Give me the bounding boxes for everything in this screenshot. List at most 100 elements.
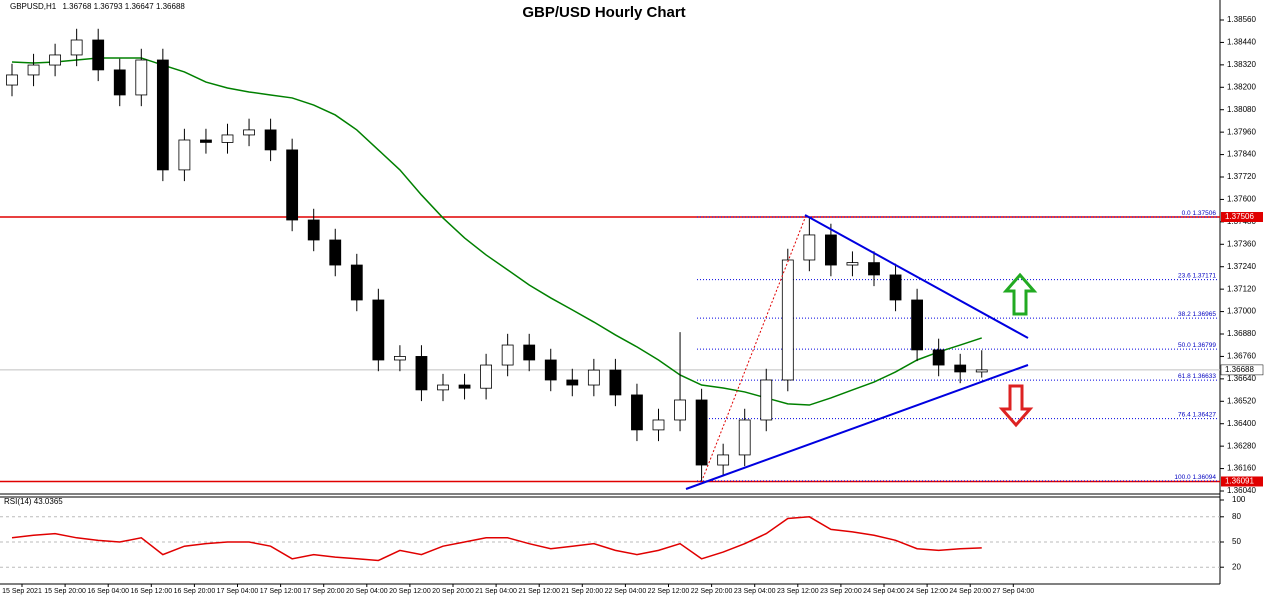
fib-price: 1.36094 <box>1193 474 1217 481</box>
rsi-label: RSI(14) 43.0365 <box>4 497 63 506</box>
candle-body <box>501 344 514 366</box>
chart-title: GBP/USD Hourly Chart <box>522 4 685 21</box>
x-tick-label: 16 Sep 20:00 <box>174 588 216 595</box>
rsi-tick-label: 50 <box>1232 537 1241 546</box>
y-tick-label: 1.37720 <box>1227 172 1256 181</box>
down-arrow <box>998 384 1034 428</box>
y-tick-label: 1.38320 <box>1227 60 1256 69</box>
candle-body <box>911 299 923 351</box>
rsi-tick-label: 80 <box>1232 512 1241 521</box>
candle-body <box>70 39 83 56</box>
fib-price: 1.36799 <box>1193 342 1217 349</box>
y-tick-label: 1.37120 <box>1227 284 1256 293</box>
ohlc: 1.36768 <box>62 2 91 11</box>
y-tick-label: 1.36400 <box>1227 419 1256 428</box>
y-tick-label: 1.36760 <box>1227 352 1256 361</box>
moving-average <box>11 57 982 406</box>
candle-body <box>372 299 385 361</box>
level-box <box>1221 476 1263 487</box>
fib-price: 1.36633 <box>1193 373 1217 380</box>
up-arrow <box>1002 272 1038 316</box>
candle-body <box>889 274 902 301</box>
y-tick-label: 1.36160 <box>1227 464 1256 473</box>
y-tick-label: 1.37000 <box>1227 307 1256 316</box>
x-tick-label: 27 Sep 04:00 <box>992 588 1034 595</box>
x-tick-label: 21 Sep 04:00 <box>475 588 517 595</box>
candle-body <box>480 364 493 389</box>
x-tick-label: 20 Sep 20:00 <box>432 588 474 595</box>
trendline <box>685 364 1029 490</box>
fib-price: 1.37171 <box>1193 272 1217 279</box>
candle-body <box>652 419 665 431</box>
x-tick-label: 24 Sep 20:00 <box>949 588 991 595</box>
candle-body <box>243 129 255 136</box>
level-label: 1.37506 <box>1225 212 1254 221</box>
candle-body <box>781 259 794 381</box>
fib-level-name: 23.6 <box>1178 272 1191 279</box>
candle-body <box>760 379 773 421</box>
fib-level-name: 0.0 <box>1182 210 1191 217</box>
x-tick-label: 24 Sep 04:00 <box>863 588 905 595</box>
fib-label: 23.6 1.37171 <box>1178 272 1216 279</box>
candle-body <box>846 262 859 266</box>
x-tick-label: 21 Sep 12:00 <box>518 588 560 595</box>
fib-line <box>702 217 806 479</box>
candle-body <box>566 379 579 386</box>
x-tick-label: 23 Sep 04:00 <box>734 588 776 595</box>
candle-body <box>350 264 363 301</box>
candle-body <box>868 262 880 276</box>
rsi-tick-label: 20 <box>1232 562 1241 571</box>
y-tick-label: 1.37240 <box>1227 262 1256 271</box>
candle-body <box>458 384 471 389</box>
rsi-value: 43.0365 <box>34 497 63 506</box>
candle-body <box>113 69 126 96</box>
ohlc: 1.36688 <box>156 2 185 11</box>
y-tick-label: 1.36880 <box>1227 329 1256 338</box>
plot: 1.38560 1.38440 1.38320 1.38200 1.38080 1.379… <box>0 15 1264 595</box>
rsi-name: RSI(14) <box>4 497 32 506</box>
x-tick-label: 20 Sep 12:00 <box>389 588 431 595</box>
candle-body <box>156 59 169 171</box>
y-tick-label: 1.38440 <box>1227 38 1256 47</box>
candle-body <box>135 59 148 96</box>
fib-level-name: 61.8 <box>1178 373 1191 380</box>
fib-level-name: 38.2 <box>1178 311 1191 318</box>
x-tick-label: 23 Sep 12:00 <box>777 588 819 595</box>
fib-label: 50.0 1.36799 <box>1178 342 1216 349</box>
candle-body <box>631 394 643 431</box>
candle-body <box>695 399 708 466</box>
candle-body <box>609 369 622 396</box>
y-tick-label: 1.37360 <box>1227 239 1256 248</box>
x-tick-label: 17 Sep 12:00 <box>260 588 302 595</box>
current-price-label: 1.36688 <box>1225 365 1254 374</box>
x-tick-label: 16 Sep 12:00 <box>130 588 172 595</box>
x-tick-label: 17 Sep 20:00 <box>303 588 345 595</box>
candle-body <box>803 234 816 261</box>
candle-body <box>6 74 18 86</box>
candle-body <box>307 219 320 241</box>
candle-body <box>932 349 945 366</box>
candle-body <box>437 384 449 391</box>
y-tick-label: 1.36280 <box>1227 441 1256 450</box>
level-box <box>1221 212 1263 223</box>
x-tick-label: 16 Sep 04:00 <box>87 588 129 595</box>
candle-body <box>221 134 234 143</box>
fib-price: 1.37506 <box>1193 210 1217 217</box>
y-tick-label: 1.37600 <box>1227 195 1256 204</box>
trendline <box>804 214 1029 339</box>
fib-level-name: 100.0 <box>1174 474 1191 481</box>
fib-label: 0.0 1.37506 <box>1182 210 1217 217</box>
rsi-line <box>11 516 982 562</box>
candle-body <box>49 54 61 66</box>
fib-label: 61.8 1.36633 <box>1178 373 1216 380</box>
x-tick-label: 20 Sep 04:00 <box>346 588 388 595</box>
fib-label: 76.4 1.36427 <box>1178 411 1216 418</box>
candle-body <box>178 139 191 171</box>
candle-body <box>954 364 967 373</box>
y-tick-label: 1.38200 <box>1227 82 1256 91</box>
candle-body <box>674 399 686 421</box>
candle-body <box>415 356 428 391</box>
candle-body <box>825 234 837 266</box>
